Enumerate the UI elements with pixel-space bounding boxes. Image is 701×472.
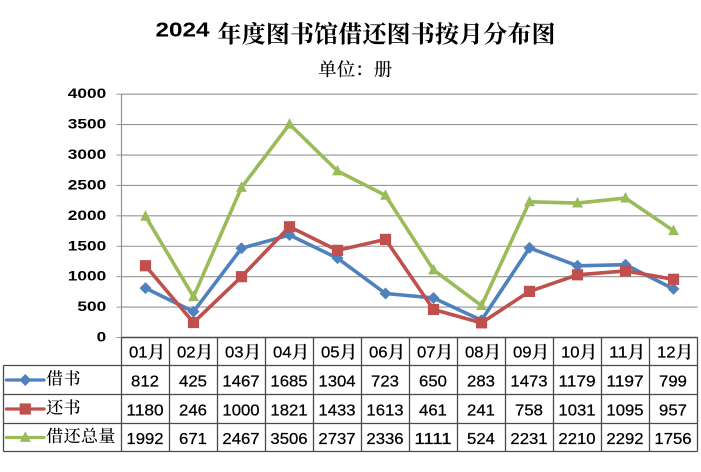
svg-text:2737: 2737 — [318, 431, 355, 448]
svg-text:1992: 1992 — [126, 431, 163, 448]
svg-text:03: 03 — [225, 344, 244, 361]
svg-text:1500: 1500 — [68, 238, 107, 253]
svg-text:2500: 2500 — [68, 177, 107, 192]
svg-text:11: 11 — [609, 344, 628, 361]
svg-text:650: 650 — [419, 373, 447, 390]
svg-text:1473: 1473 — [510, 373, 547, 390]
svg-text:07: 07 — [417, 344, 436, 361]
svg-text:06: 06 — [369, 344, 388, 361]
svg-text:723: 723 — [371, 373, 399, 390]
svg-text:3500: 3500 — [68, 117, 107, 132]
svg-text:1180: 1180 — [126, 402, 164, 419]
svg-text:1304: 1304 — [318, 373, 356, 390]
svg-text:1821: 1821 — [270, 402, 307, 419]
svg-text:1095: 1095 — [606, 402, 643, 419]
svg-text:1179: 1179 — [558, 373, 595, 390]
svg-text:4000: 4000 — [68, 86, 107, 101]
svg-text:08: 08 — [465, 344, 484, 361]
svg-text:1433: 1433 — [318, 402, 355, 419]
svg-text:812: 812 — [131, 373, 159, 390]
svg-text:524: 524 — [467, 431, 495, 448]
svg-text:2000: 2000 — [68, 208, 107, 223]
svg-text:1467: 1467 — [222, 373, 259, 390]
svg-text:1111: 1111 — [414, 431, 451, 448]
svg-text:2292: 2292 — [606, 431, 643, 448]
svg-text:3506: 3506 — [270, 431, 307, 448]
svg-text:2231: 2231 — [510, 431, 547, 448]
svg-text:1756: 1756 — [654, 431, 691, 448]
svg-text:799: 799 — [659, 373, 687, 390]
svg-text:425: 425 — [179, 373, 207, 390]
svg-text:461: 461 — [419, 402, 447, 419]
svg-text:1197: 1197 — [606, 373, 643, 390]
svg-text:1000: 1000 — [68, 269, 107, 284]
svg-text:2024: 2024 — [156, 20, 211, 42]
svg-text:1000: 1000 — [222, 402, 260, 419]
svg-text:3000: 3000 — [68, 147, 107, 162]
svg-text:0: 0 — [97, 330, 107, 345]
svg-text:04: 04 — [273, 344, 292, 361]
svg-text:241: 241 — [467, 402, 495, 419]
svg-text:2336: 2336 — [366, 431, 403, 448]
svg-text:10: 10 — [561, 344, 580, 361]
svg-text:283: 283 — [467, 373, 495, 390]
svg-text:500: 500 — [77, 299, 106, 314]
svg-text:246: 246 — [179, 402, 207, 419]
svg-text:758: 758 — [515, 402, 543, 419]
svg-text:12: 12 — [657, 344, 676, 361]
svg-text:09: 09 — [513, 344, 532, 361]
svg-text:2210: 2210 — [558, 431, 596, 448]
svg-text:01: 01 — [129, 344, 148, 361]
svg-text:1031: 1031 — [558, 402, 595, 419]
svg-text:05: 05 — [321, 344, 340, 361]
svg-text:02: 02 — [177, 344, 196, 361]
svg-text:671: 671 — [179, 431, 207, 448]
svg-text:2467: 2467 — [222, 431, 259, 448]
svg-text:1613: 1613 — [366, 402, 403, 419]
svg-text:1685: 1685 — [270, 373, 307, 390]
svg-text:957: 957 — [659, 402, 687, 419]
